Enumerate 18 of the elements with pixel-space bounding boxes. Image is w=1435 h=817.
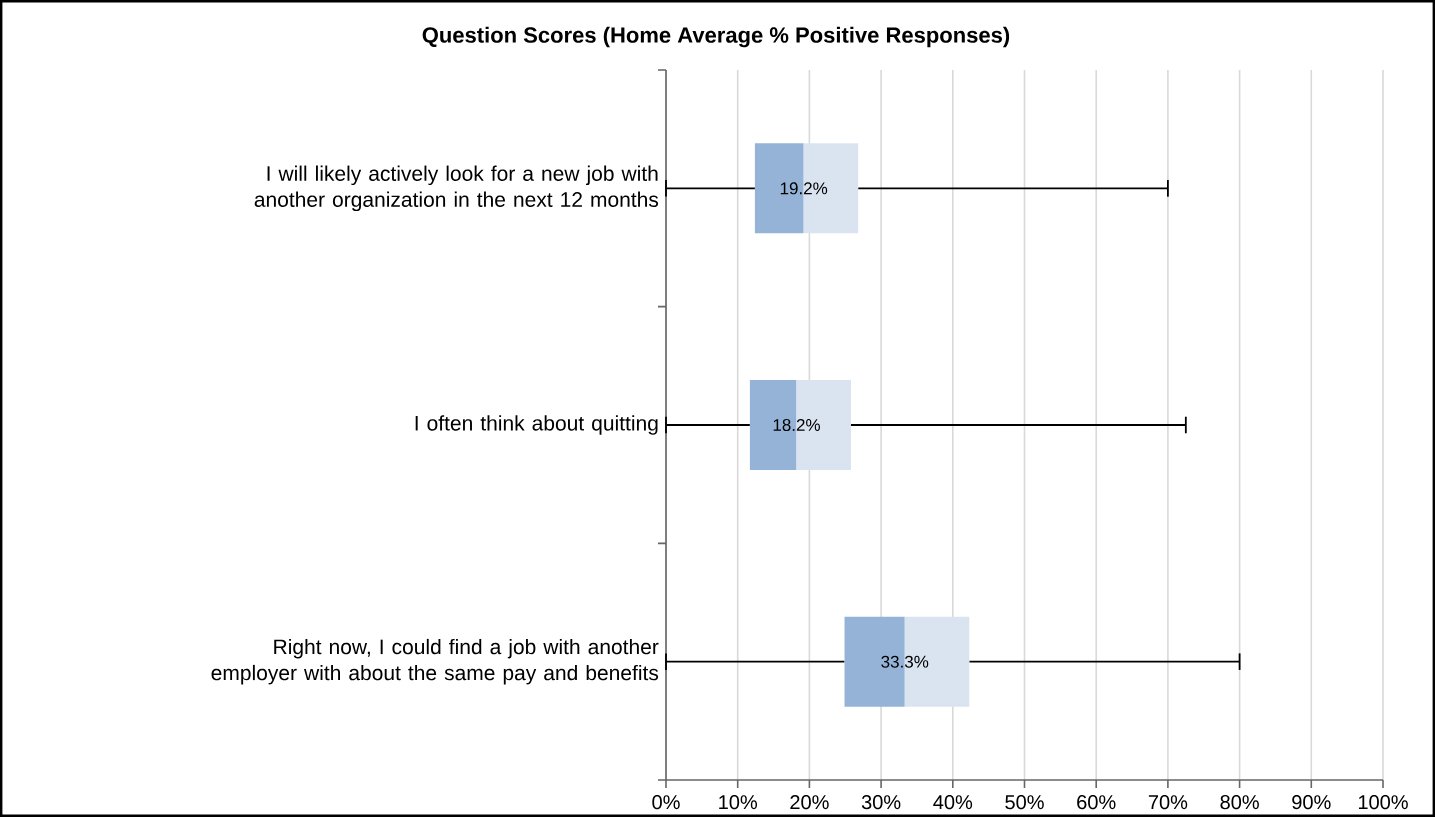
x-tick-label: 30%: [861, 795, 901, 810]
annotation: 33.3%: [881, 655, 929, 668]
x-tick-label: 60%: [1077, 795, 1116, 810]
annotation: 19.2%: [780, 182, 828, 195]
x-tick-label: 0%: [652, 795, 680, 810]
y-tick-label: I often think about quitting: [415, 415, 658, 435]
x-tick-label: 80%: [1220, 795, 1259, 810]
annotation: 18.2%: [773, 418, 820, 432]
x-tick-label: 20%: [790, 795, 829, 810]
x-tick-label: 50%: [1005, 795, 1044, 810]
x-tick-label: 90%: [1292, 795, 1331, 810]
chart-title: Question Scores (Home Average % Positive Responses): [422, 26, 1010, 48]
x-tick-label: 10%: [719, 795, 758, 810]
y-tick-label: I will likely actively look for a new job with another organization in the next 12 months: [254, 165, 659, 212]
y-tick-label: Right now, I could find a job with another employer with about the same pay and benefits: [211, 638, 659, 685]
x-tick-label: 40%: [933, 795, 973, 810]
x-tick-label: 70%: [1148, 795, 1188, 810]
x-tick-label: 100%: [1358, 795, 1408, 810]
